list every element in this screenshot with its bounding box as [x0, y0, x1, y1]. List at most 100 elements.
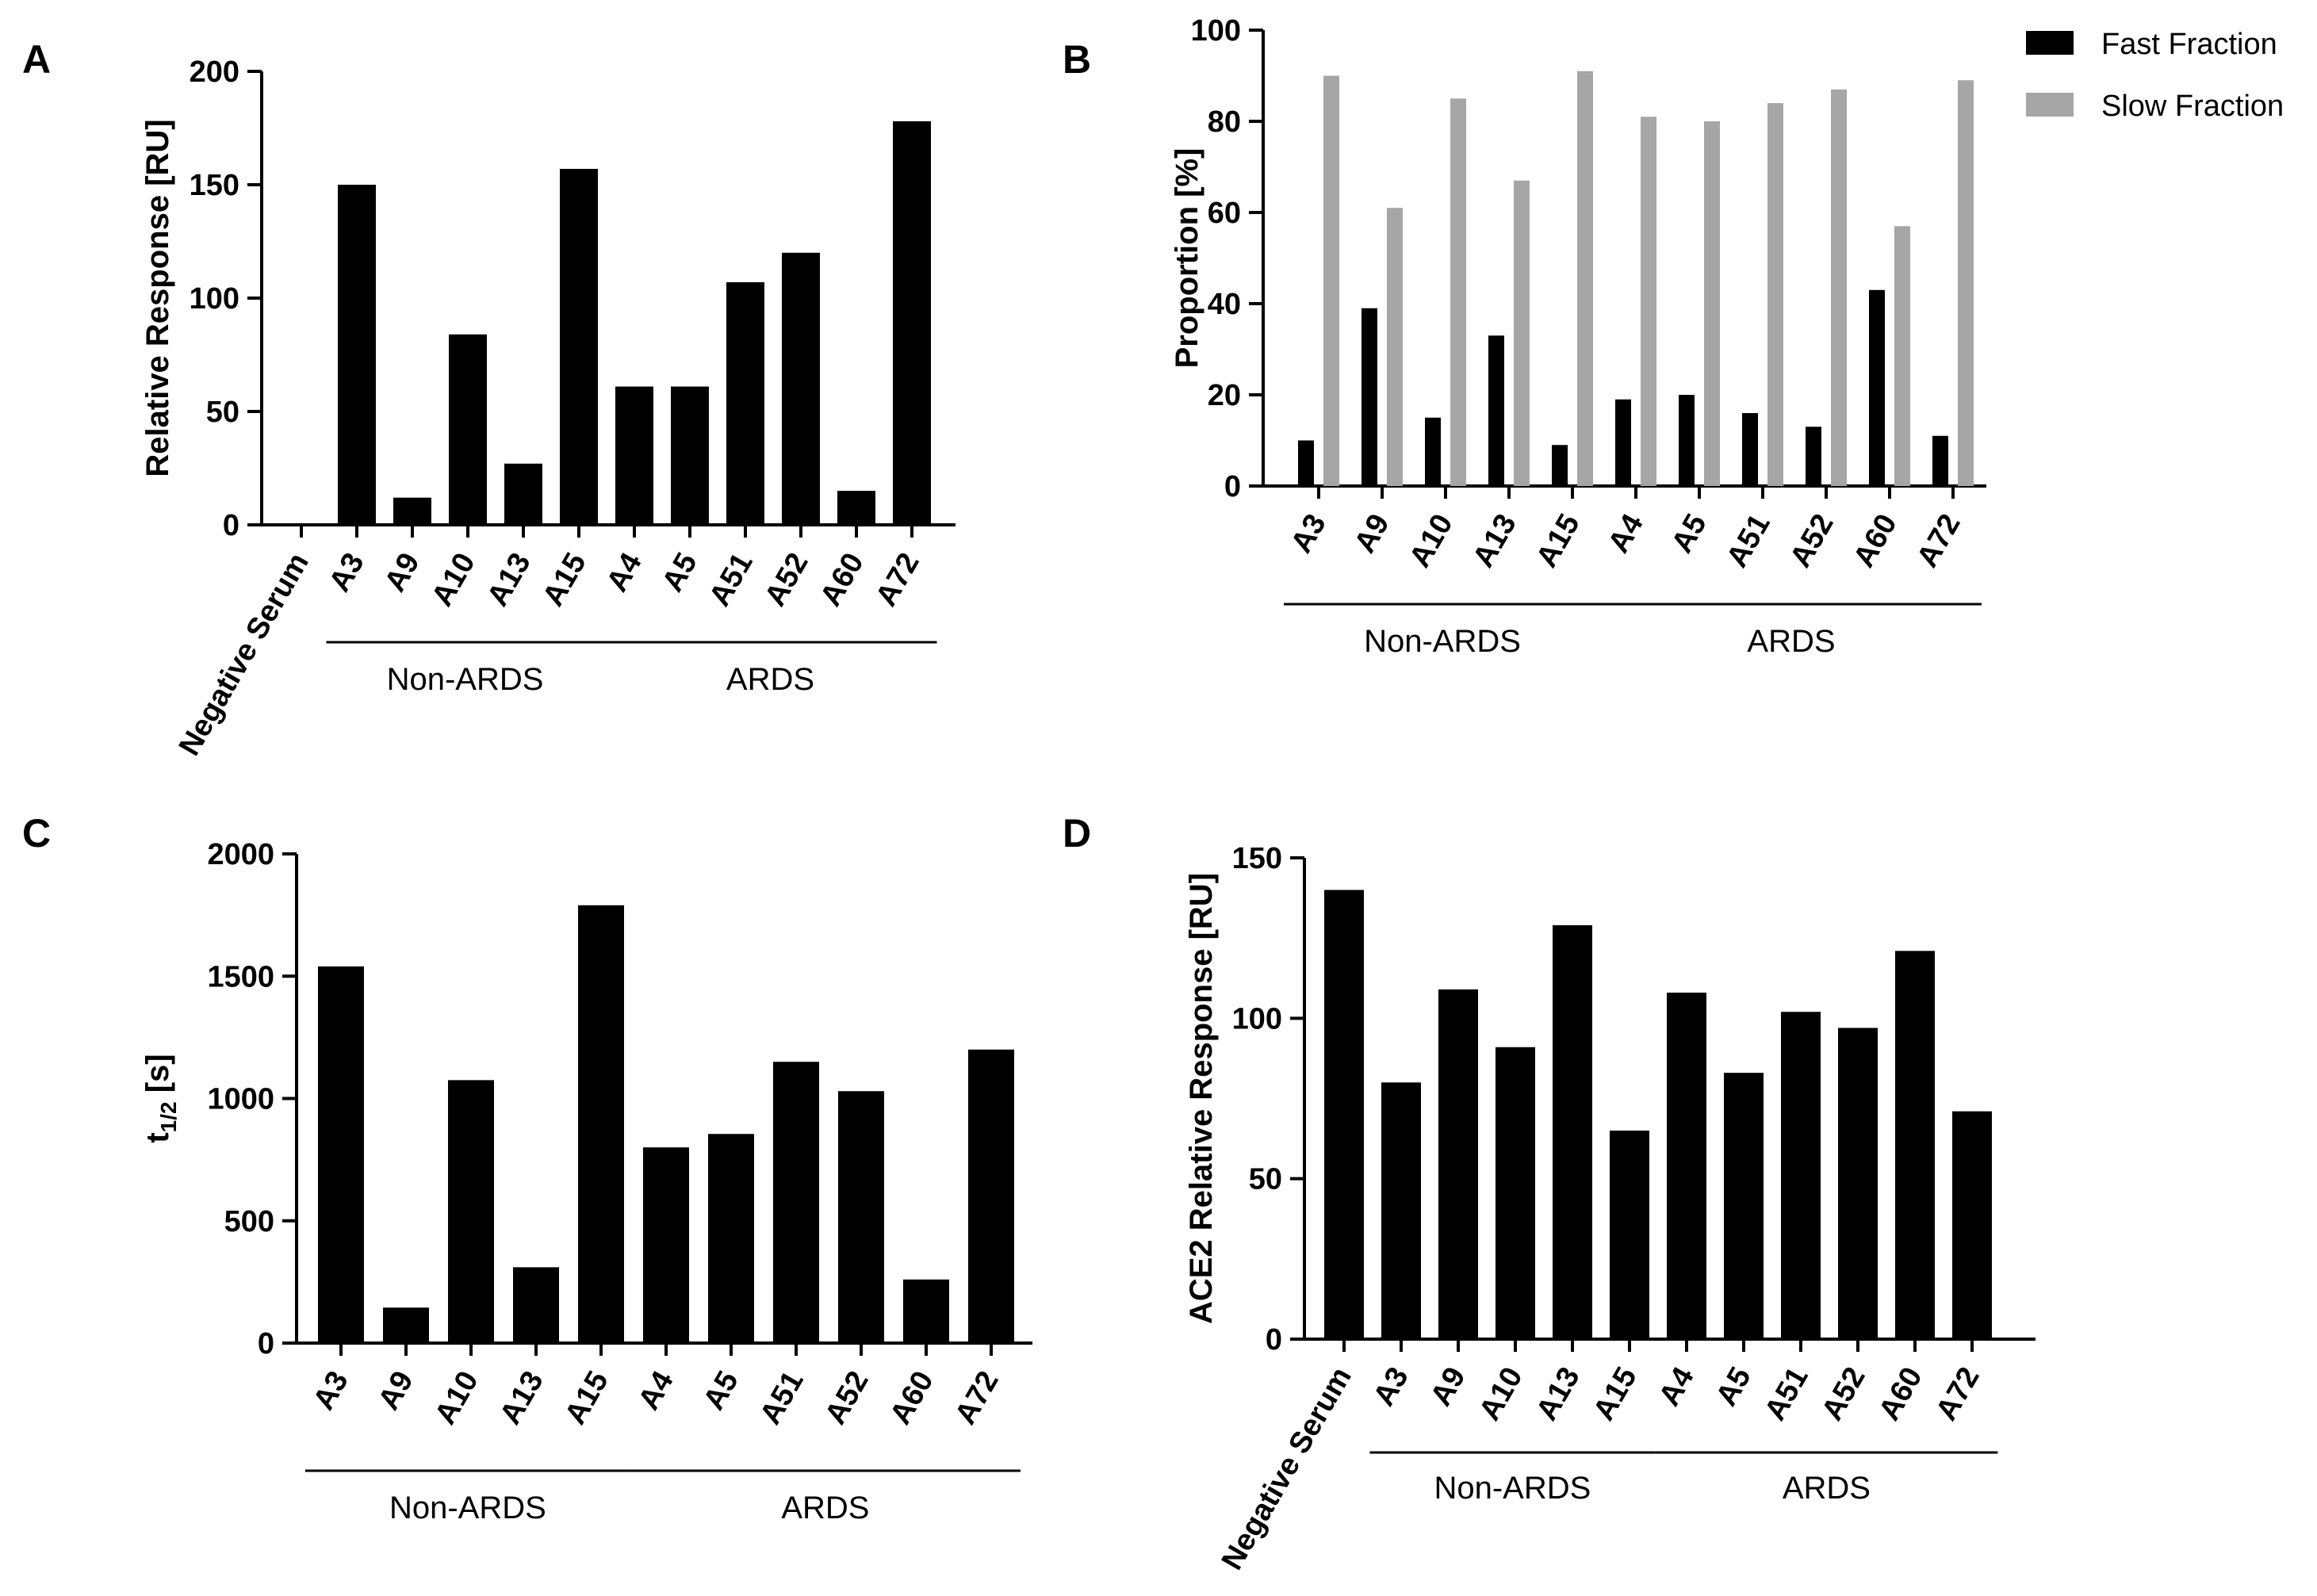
panel-b-bar-slow-fraction — [1577, 71, 1593, 486]
panel-a-category-label: A3 — [323, 548, 371, 598]
panel-d-bar — [1838, 1028, 1878, 1339]
panel-a-category-label: A52 — [759, 548, 815, 612]
panel-d-bar — [1324, 890, 1364, 1339]
panel-b-bar-fast-fraction — [1298, 440, 1314, 486]
panel-b-bar-slow-fraction — [1514, 180, 1530, 486]
panel-a-category-label: A15 — [537, 548, 593, 612]
panel-a-category-label: A10 — [426, 548, 482, 612]
panel-b-bar-fast-fraction — [1679, 395, 1695, 486]
panel-d-chart: D 0 50 100 150 ACE2 Relative Response [RU] Neg… — [1063, 811, 2036, 1575]
panel-d-y-tick-label: 0 — [1266, 1323, 1282, 1357]
panel-b-legend-label: Slow Fraction — [2101, 90, 2284, 123]
panel-d-category-label: A52 — [1816, 1362, 1872, 1426]
panel-b-bar-slow-fraction — [1387, 208, 1403, 486]
panel-d-category-label: A13 — [1530, 1362, 1587, 1426]
panel-d-category-label: A9 — [1424, 1362, 1473, 1412]
panel-d-category-label: A5 — [1710, 1362, 1758, 1412]
panel-b-category-label: A4 — [1602, 509, 1650, 559]
panel-d-bar — [1667, 992, 1706, 1339]
panel-b-bar-fast-fraction — [1932, 435, 1948, 486]
panel-b-category-label: A51 — [1721, 509, 1777, 573]
panel-c-category-label: A10 — [429, 1366, 485, 1430]
panel-d-category-label: A15 — [1587, 1362, 1644, 1426]
panel-c-bar — [773, 1062, 819, 1343]
panel-a-bar — [393, 497, 431, 525]
panel-d-y-tick-label: 150 — [1232, 842, 1282, 875]
panel-d-y-tick-label: 50 — [1249, 1163, 1282, 1196]
panel-a-group-label: ARDS — [726, 662, 814, 697]
panel-c-category-label: A13 — [494, 1366, 550, 1430]
panel-d-y-title: ACE2 Relative Response [RU] — [1184, 873, 1219, 1324]
panel-c-bar — [968, 1049, 1014, 1343]
panel-b-legend-label: Fast Fraction — [2101, 28, 2277, 61]
panel-d-bar — [1438, 989, 1478, 1339]
panel-a-bar — [615, 386, 653, 525]
panel-d-letter: D — [1063, 811, 1091, 855]
panel-a-chart: A 0 50 100 150 200 Relative Response [RU] Negat… — [22, 37, 956, 761]
panel-b-bar-fast-fraction — [1615, 399, 1631, 486]
panel-d-bar — [1496, 1047, 1535, 1339]
panel-c-category-label: A51 — [754, 1366, 810, 1430]
panel-c-y-title-sub: 1/2 — [156, 1101, 181, 1132]
panel-b-bar-fast-fraction — [1742, 413, 1758, 486]
panel-c-category-label: A72 — [949, 1366, 1005, 1430]
panel-c-bar — [513, 1267, 559, 1343]
panel-b-category-label: A13 — [1467, 509, 1523, 573]
panel-b-bar-fast-fraction — [1869, 289, 1885, 486]
panel-d-bar — [1781, 1012, 1821, 1339]
panel-a-category-label: A60 — [814, 548, 871, 612]
panel-c-bar — [643, 1147, 689, 1343]
panel-a-bar — [782, 252, 820, 525]
panel-d-category-label: A3 — [1367, 1362, 1415, 1412]
panel-a-y-tick-label: 200 — [190, 55, 239, 89]
panel-a-bar — [338, 185, 376, 525]
panel-b-legend-swatch — [2026, 31, 2074, 55]
panel-a-bar — [837, 491, 875, 525]
panel-c-category-label: A60 — [884, 1366, 940, 1430]
panel-b-y-tick-label: 0 — [1224, 470, 1241, 503]
panel-c-y-title-main: t — [140, 1132, 175, 1142]
panel-d-category-label: A4 — [1653, 1362, 1701, 1412]
panel-b-category-label: A9 — [1348, 509, 1396, 559]
panel-b-category-label: A15 — [1530, 509, 1587, 573]
panel-c-y-tick-label: 1000 — [207, 1083, 274, 1116]
panel-a-category-label: A4 — [600, 548, 649, 598]
panel-d-group-label: Non-ARDS — [1434, 1471, 1591, 1506]
panel-b-group-label: ARDS — [1747, 624, 1835, 659]
panel-c-y-title: t1/2 [s] — [140, 1054, 181, 1142]
panel-b-bar-slow-fraction — [1831, 89, 1847, 486]
panel-a-letter: A — [22, 37, 51, 82]
panel-b-category-label: A52 — [1784, 509, 1840, 573]
panel-c-category-label: A15 — [559, 1366, 615, 1430]
panel-a-y-tick-label: 100 — [190, 282, 239, 316]
panel-d-bar — [1610, 1130, 1649, 1339]
panel-c-group-label: ARDS — [781, 1491, 869, 1525]
panel-d-category-label: A60 — [1873, 1362, 1929, 1426]
panel-b-group-label: Non-ARDS — [1364, 624, 1521, 659]
panel-c-bar — [578, 905, 624, 1343]
panel-c-group-label: Non-ARDS — [389, 1491, 546, 1525]
panel-d-bar — [1381, 1082, 1421, 1339]
panel-c-category-label: A9 — [372, 1366, 420, 1416]
panel-d-category-label: A10 — [1473, 1362, 1530, 1426]
panel-b-bar-fast-fraction — [1361, 308, 1377, 486]
panel-d-bar — [1553, 924, 1592, 1339]
panel-b-category-label: A60 — [1848, 509, 1904, 573]
panel-c-category-label: A52 — [819, 1366, 875, 1430]
panel-a-y-tick-label: 150 — [190, 169, 239, 202]
panel-b-bar-slow-fraction — [1323, 75, 1339, 486]
panel-d-y-tick-label: 100 — [1232, 1002, 1282, 1035]
panel-d-bar — [1895, 951, 1935, 1339]
panel-d-group-label: ARDS — [1783, 1471, 1871, 1506]
panel-d-category-label: Negative Serum — [1216, 1362, 1358, 1576]
panel-b-bar-slow-fraction — [1767, 103, 1783, 486]
panel-b-bar-fast-fraction — [1425, 417, 1441, 486]
panel-b-chart: B 0 20 40 60 80 100 Proportion [%] A3 A9 A10 A13 A15… — [1063, 14, 2284, 659]
panel-b-bar-slow-fraction — [1641, 117, 1656, 486]
panel-a-category-label: A51 — [703, 548, 760, 612]
panel-c-bar — [838, 1091, 884, 1343]
panel-b-y-tick-label: 60 — [1208, 197, 1241, 230]
panel-c-bar — [448, 1080, 494, 1343]
panel-b-legend-swatch — [2026, 93, 2074, 117]
